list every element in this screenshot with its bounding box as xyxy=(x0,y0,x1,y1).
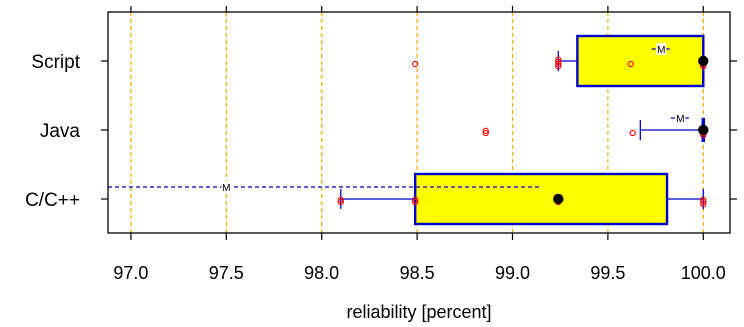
outlier-point xyxy=(482,129,489,137)
x-axis-label: reliability [percent] xyxy=(346,302,491,322)
mean-marker-bg xyxy=(221,181,232,193)
outlier-point xyxy=(627,60,634,68)
mean-marker: M xyxy=(657,45,665,56)
outlier-point xyxy=(412,198,419,206)
box-c-c-: M xyxy=(108,172,707,226)
iqr-box xyxy=(576,34,705,88)
outlier-point xyxy=(629,129,636,137)
x-tick-label: 97.5 xyxy=(209,263,244,283)
outlier-point xyxy=(482,127,489,134)
mean-marker: M xyxy=(222,183,230,194)
x-tick-label: 99.5 xyxy=(590,263,625,283)
mean-marker-bg xyxy=(675,112,686,124)
outlier-point xyxy=(555,58,562,65)
outlier-point xyxy=(337,196,344,203)
y-axis-categories: Script Java C/C++ xyxy=(25,52,737,211)
x-tick-label: 99.0 xyxy=(495,263,530,283)
box-script: M xyxy=(412,34,709,88)
category-label: C/C++ xyxy=(25,190,80,211)
outlier-point xyxy=(555,56,562,63)
mean-marker-bg xyxy=(656,43,667,55)
outlier-point xyxy=(555,60,562,68)
category-label: Java xyxy=(40,121,81,142)
x-tick-label: 98.5 xyxy=(400,263,435,283)
box-java: M xyxy=(482,112,709,142)
mean-marker: M xyxy=(676,114,684,125)
x-axis: 97.0 97.5 98.0 98.5 99.0 99.5 100.0 xyxy=(113,6,726,283)
outlier-point xyxy=(412,196,419,203)
outlier-point xyxy=(700,198,707,206)
x-tick-label: 98.0 xyxy=(304,263,339,283)
outlier-point xyxy=(337,198,344,206)
x-tick-label: 97.0 xyxy=(113,263,148,283)
median-point xyxy=(698,55,709,67)
iqr-box xyxy=(413,172,669,226)
outlier-point xyxy=(412,60,419,68)
plot-frame xyxy=(107,11,731,234)
median-point xyxy=(698,124,709,136)
category-label: Script xyxy=(31,52,80,73)
boxes: M M M xyxy=(108,34,709,226)
median-point xyxy=(553,193,564,205)
outlier-point xyxy=(555,63,562,70)
outlier-point xyxy=(700,201,707,208)
outlier-point xyxy=(700,196,707,203)
x-tick-label: 100.0 xyxy=(681,263,726,283)
